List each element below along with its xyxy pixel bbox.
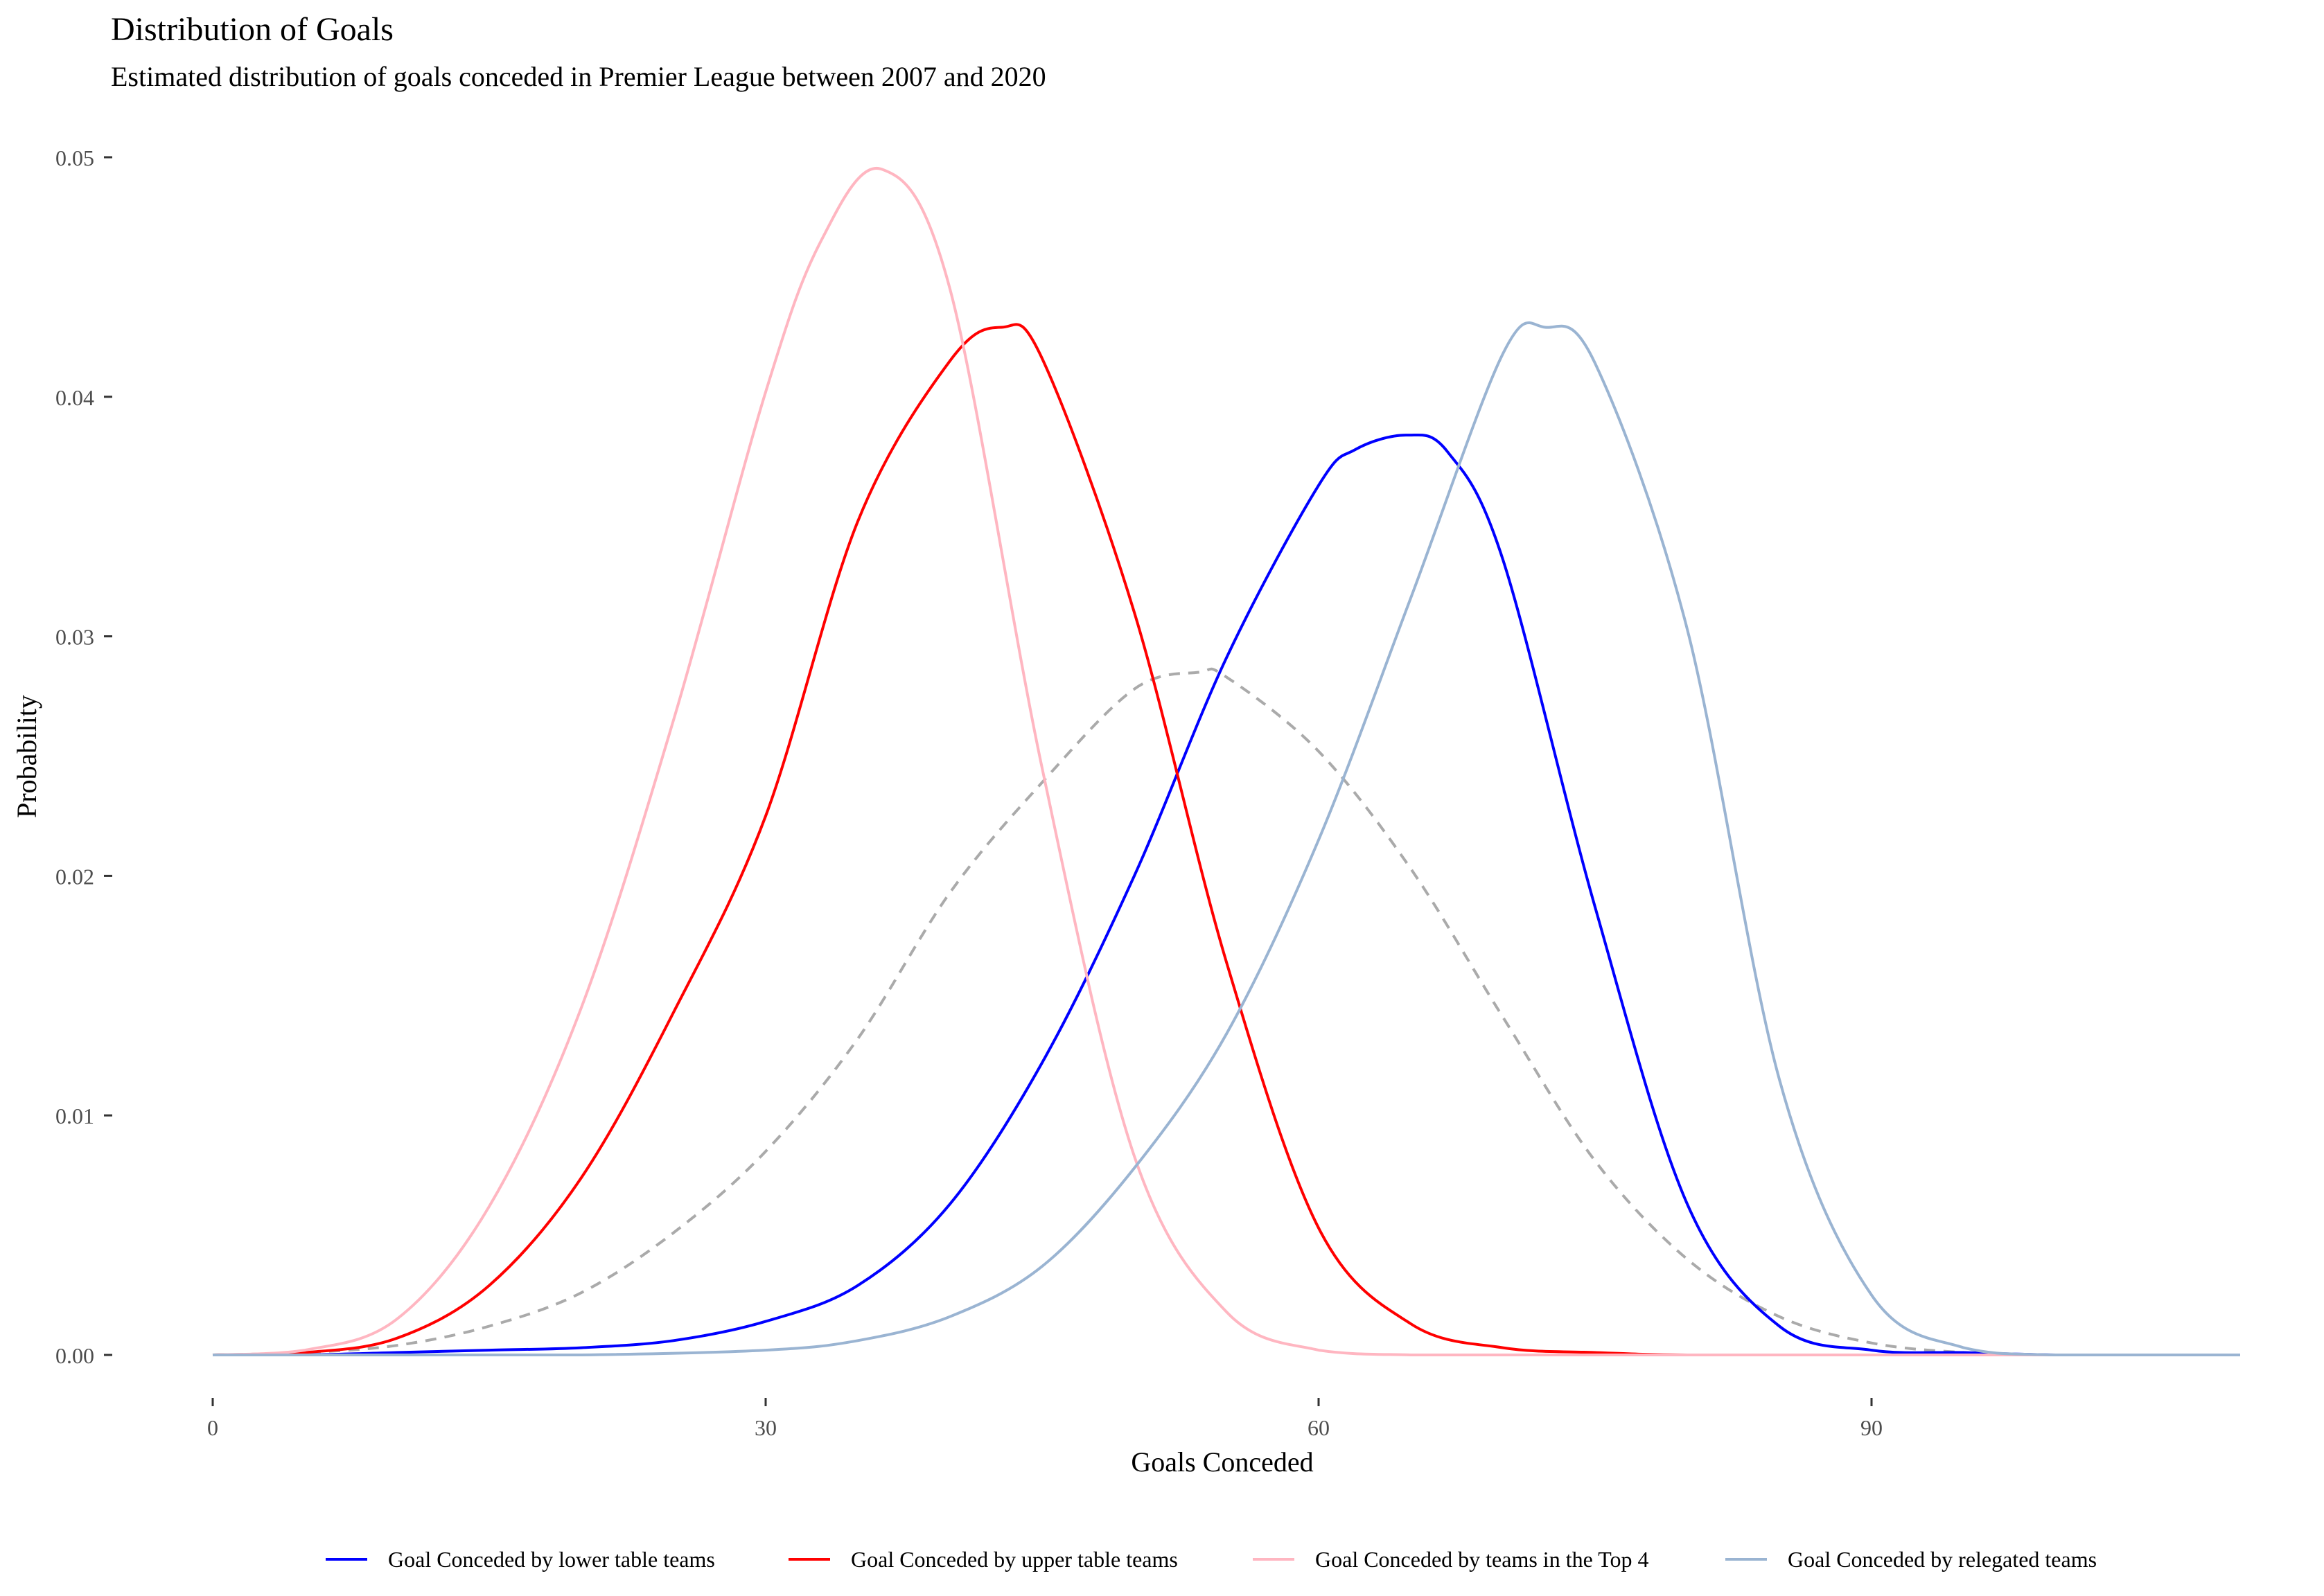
x-tick-label: 30 <box>755 1415 777 1440</box>
series-line-4 <box>213 321 2240 1357</box>
x-tick-label: 0 <box>207 1415 218 1440</box>
plot-area: 0.00 0.01 0.02 0.03 0.04 0.05 0 30 60 90 <box>55 145 2240 1440</box>
y-tick-label: 0.05 <box>55 145 94 170</box>
x-tick-label: 60 <box>1308 1415 1330 1440</box>
legend-label: Goal Conceded by lower table teams <box>388 1547 715 1572</box>
series-line-reference <box>212 667 2240 1357</box>
y-tick-label: 0.03 <box>55 625 94 650</box>
series-line-1 <box>213 433 2240 1357</box>
y-tick-label: 0.00 <box>55 1343 94 1368</box>
chart-subtitle: Estimated distribution of goals conceded… <box>111 61 1046 92</box>
y-tick-label: 0.01 <box>55 1103 94 1128</box>
legend-label: Goal Conceded by upper table teams <box>851 1547 1178 1572</box>
legend-label: Goal Conceded by relegated teams <box>1788 1547 2097 1572</box>
legend: Goal Conceded by lower table teams Goal C… <box>326 1547 2097 1572</box>
y-tick-label: 0.04 <box>55 385 94 410</box>
series-line-2 <box>212 323 2240 1357</box>
series-line-3 <box>212 166 2240 1357</box>
y-tick-label: 0.02 <box>55 864 94 889</box>
legend-label: Goal Conceded by teams in the Top 4 <box>1315 1547 1649 1572</box>
chart-title: Distribution of Goals <box>111 11 394 48</box>
y-axis-label: Probability <box>11 695 42 818</box>
x-tick-label: 90 <box>1860 1415 1883 1440</box>
x-axis-label: Goals Conceded <box>1131 1446 1313 1478</box>
